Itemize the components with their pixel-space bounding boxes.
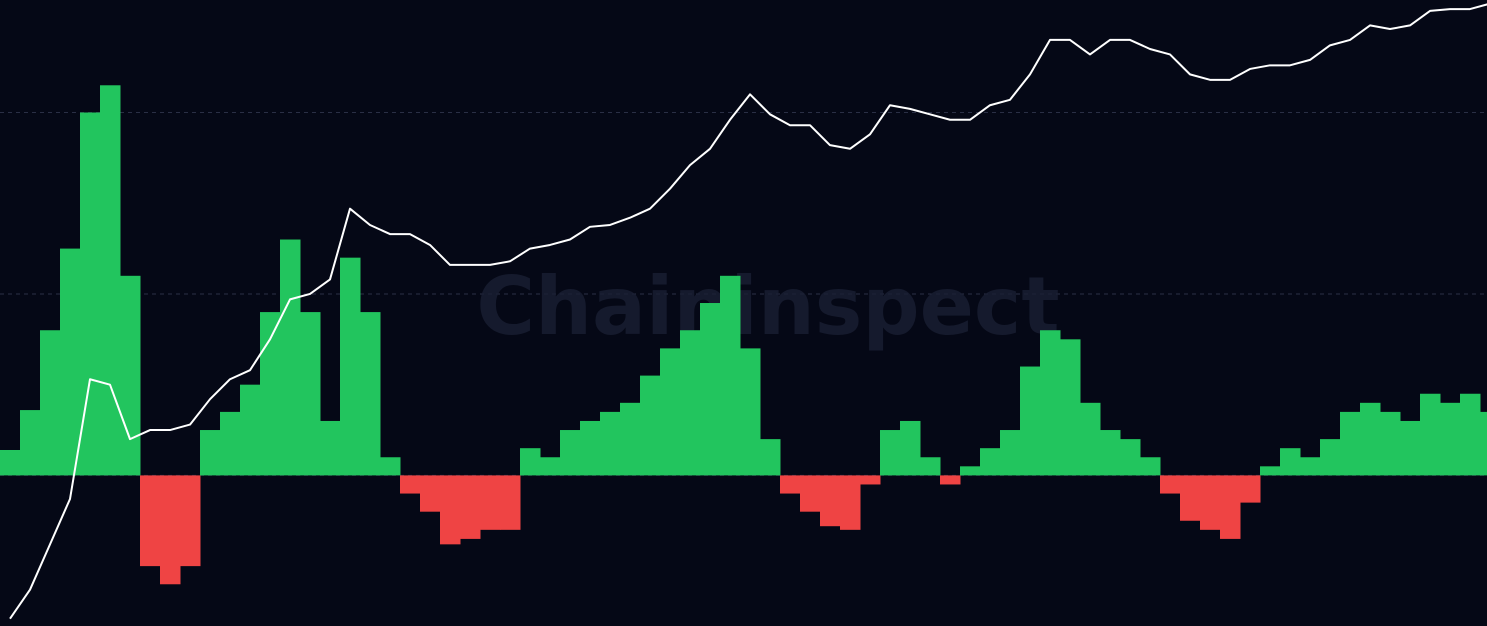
bar	[120, 275, 141, 476]
bar	[940, 475, 961, 485]
bar	[1260, 466, 1281, 476]
bar	[700, 303, 721, 476]
bar	[1360, 402, 1381, 476]
bar	[800, 475, 821, 512]
bar	[900, 420, 921, 476]
bar	[340, 257, 361, 476]
bar	[620, 402, 641, 476]
bar	[480, 475, 501, 530]
bar	[540, 457, 561, 476]
bar	[1460, 393, 1481, 476]
bar	[20, 410, 41, 476]
bar	[1100, 430, 1121, 476]
price-line	[9, 3, 1487, 620]
bar	[60, 248, 81, 476]
bar	[580, 420, 601, 476]
bar	[1140, 457, 1161, 476]
watermark: Chaininspect	[476, 260, 1059, 353]
bar	[80, 112, 101, 476]
bar	[1160, 475, 1181, 494]
bar	[1200, 475, 1221, 530]
bar	[1480, 411, 1487, 476]
bar	[240, 384, 261, 476]
bar	[1440, 402, 1461, 476]
bar	[200, 430, 221, 476]
bar	[1080, 402, 1101, 476]
bar	[300, 312, 321, 476]
bar	[280, 239, 301, 476]
bar	[140, 475, 161, 567]
bar	[1340, 411, 1361, 476]
bar	[1300, 457, 1321, 476]
bar	[1400, 420, 1421, 476]
bar	[1120, 439, 1141, 476]
bar	[560, 430, 581, 476]
bar	[500, 475, 521, 530]
bar	[720, 275, 741, 476]
bar	[1420, 393, 1441, 476]
bar	[220, 411, 241, 476]
bar	[600, 411, 621, 476]
bar	[920, 457, 941, 476]
bar	[660, 348, 681, 476]
bar	[320, 420, 341, 476]
bar	[740, 348, 761, 476]
bar	[180, 475, 201, 567]
bar	[1240, 475, 1261, 503]
bar	[460, 475, 481, 539]
bar	[960, 466, 981, 476]
bar	[1280, 448, 1301, 476]
bar	[1180, 475, 1201, 521]
bar	[520, 448, 541, 476]
bar	[680, 330, 701, 476]
bar	[1040, 330, 1061, 476]
bar	[380, 457, 401, 476]
bar	[760, 439, 781, 476]
bar	[160, 475, 181, 585]
bar	[1060, 339, 1081, 476]
bar	[820, 475, 841, 527]
bar	[840, 475, 861, 530]
bar	[100, 85, 121, 476]
bar	[640, 375, 661, 476]
bar	[1220, 475, 1241, 539]
bar	[420, 475, 441, 512]
bar	[780, 475, 801, 494]
bar	[980, 448, 1001, 476]
bar	[860, 475, 881, 485]
bar	[880, 430, 901, 476]
bar	[260, 312, 281, 476]
bar	[360, 312, 381, 476]
bar	[400, 475, 421, 494]
bar	[1000, 430, 1021, 476]
bar	[440, 475, 461, 545]
bar	[1380, 411, 1401, 476]
bar	[40, 330, 61, 476]
bar	[1020, 366, 1041, 476]
bar	[1320, 439, 1341, 476]
bar	[0, 449, 21, 476]
